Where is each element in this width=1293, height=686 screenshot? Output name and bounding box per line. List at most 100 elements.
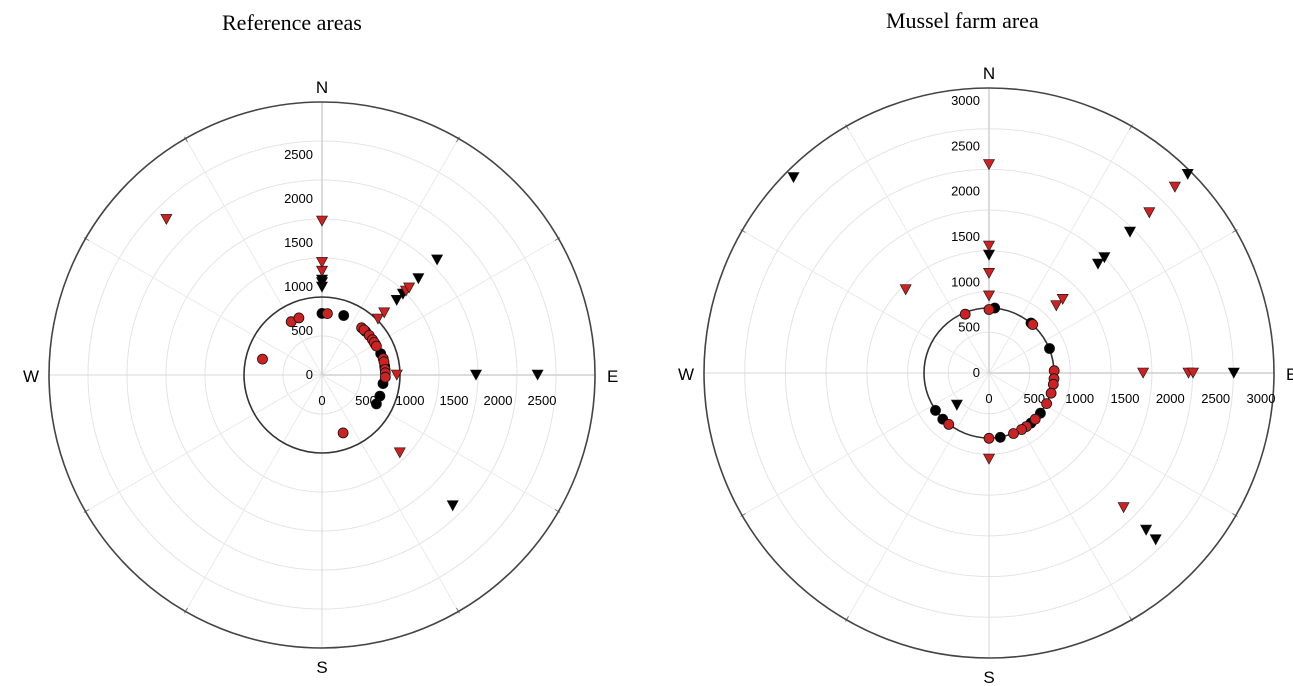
- ref-point-circle: [293, 312, 305, 324]
- farm-tick-label-n: 3000: [951, 93, 980, 108]
- ref-tick-label-e: 1000: [396, 393, 425, 408]
- farm-outer-tick: [1232, 513, 1238, 517]
- ref-outer-tick: [83, 237, 90, 241]
- ref-point-circle: [257, 353, 268, 365]
- farm-tick-label-n: 2000: [951, 184, 980, 199]
- ref-point-triangle: [412, 273, 425, 285]
- farm-grid-spoke: [846, 125, 990, 374]
- farm-tick-label-n: 1500: [951, 229, 980, 244]
- farm-outer-tick: [1129, 616, 1133, 622]
- ref-tick-label-n: 0: [306, 367, 313, 382]
- farm-point-circle: [994, 431, 1006, 443]
- ref-tick-label-e: 1500: [440, 393, 469, 408]
- farm-outer-tick: [845, 124, 849, 130]
- farm-point-circle: [1008, 428, 1019, 439]
- ref-grid-spoke: [321, 374, 559, 512]
- farm-point-triangle: [1137, 367, 1150, 379]
- farm-point-triangle: [982, 240, 996, 252]
- chart-title-mussel-farm: Mussel farm area: [886, 8, 1039, 33]
- farm-grid-spoke: [741, 372, 990, 516]
- farm-point-circle: [930, 404, 941, 416]
- ref-grid-spoke: [185, 138, 323, 376]
- ref-reference-circle: [243, 296, 401, 454]
- ref-outer-tick: [83, 509, 90, 513]
- farm-point-triangle: [950, 399, 963, 411]
- ref-tick-label-e: 2000: [484, 393, 513, 408]
- ref-tick-label-e: 0: [318, 393, 325, 408]
- ref-point-circle: [370, 340, 382, 352]
- ref-grid-spoke: [85, 374, 323, 512]
- farm-point-triangle: [1143, 207, 1156, 219]
- farm-point-circle: [1045, 387, 1057, 399]
- farm-grid-spoke: [988, 230, 1237, 374]
- ref-tick-label-n: 2000: [284, 191, 313, 206]
- ref-point-triangle: [315, 215, 329, 227]
- farm-point-triangle: [1181, 169, 1194, 180]
- ref-point-triangle: [446, 500, 459, 512]
- ref-tick-label-n: 1500: [284, 235, 313, 250]
- farm-point-triangle: [1056, 293, 1069, 305]
- ref-outer-tick: [184, 607, 188, 614]
- farm-point-circle: [943, 418, 955, 430]
- farm-point-triangle: [982, 159, 996, 171]
- ref-point-triangle: [378, 307, 391, 319]
- farm-outer-tick: [1129, 124, 1133, 130]
- farm-point-triangle: [1091, 258, 1105, 270]
- farm-point-triangle: [1227, 367, 1240, 379]
- farm-tick-label-e: 500: [1023, 391, 1045, 406]
- ref-direction-label: S: [316, 658, 327, 677]
- ref-direction-label: N: [316, 78, 328, 97]
- farm-outer-tick: [740, 229, 746, 233]
- farm-grid-spoke: [988, 372, 1237, 516]
- farm-point-circle: [1044, 343, 1055, 354]
- farm-direction-label: N: [983, 64, 995, 83]
- ref-tick-label-n: 1000: [284, 279, 313, 294]
- farm-tick-label-e: 1000: [1065, 391, 1094, 406]
- farm-point-circle: [983, 432, 995, 444]
- farm-point-circle: [983, 304, 995, 315]
- ref-point-triangle: [531, 369, 544, 381]
- farm-tick-label-n: 0: [973, 365, 980, 380]
- ref-outer-circle: [48, 101, 596, 649]
- ref-point-triangle: [390, 369, 403, 381]
- ref-direction-label: E: [607, 367, 618, 386]
- ref-point-triangle: [431, 254, 444, 266]
- ref-point-triangle: [469, 369, 483, 381]
- ref-grid-spoke: [185, 374, 323, 612]
- farm-point-triangle: [1117, 502, 1130, 514]
- farm-point-triangle: [1186, 367, 1200, 379]
- farm-point-triangle: [1149, 534, 1162, 546]
- farm-outer-tick: [740, 513, 746, 517]
- ref-point-circle: [379, 371, 391, 383]
- ref-point-triangle: [160, 214, 173, 226]
- ref-point-circle: [338, 310, 350, 321]
- ref-outer-tick: [184, 136, 188, 143]
- ref-point-circle: [337, 427, 349, 439]
- farm-point-triangle: [982, 267, 996, 279]
- farm-grid-spoke: [988, 372, 1132, 621]
- farm-grid-spoke: [846, 372, 990, 621]
- farm-tick-label-e: 2000: [1156, 391, 1185, 406]
- ref-point-triangle: [390, 294, 403, 306]
- ref-outer-tick: [554, 237, 561, 241]
- farm-point-circle: [1027, 319, 1039, 330]
- farm-point-triangle: [1168, 181, 1181, 193]
- farm-point-circle: [1041, 398, 1052, 410]
- ref-tick-label-n: 500: [291, 323, 313, 338]
- farm-point-circle: [1047, 378, 1059, 390]
- ref-point-triangle: [315, 257, 329, 269]
- farm-point-triangle: [899, 284, 912, 296]
- ref-point-triangle: [403, 282, 416, 294]
- ref-point-triangle: [393, 447, 406, 459]
- ref-outer-tick: [456, 607, 460, 614]
- ref-grid-spoke: [321, 138, 459, 376]
- ref-grid-spoke: [85, 238, 323, 376]
- ref-point-circle: [370, 398, 382, 410]
- farm-tick-label-e: 2500: [1201, 391, 1230, 406]
- ref-grid-spoke: [321, 238, 559, 376]
- ref-direction-label: W: [23, 367, 39, 386]
- farm-grid-spoke: [988, 125, 1132, 374]
- farm-direction-label: W: [678, 365, 694, 384]
- farm-tick-label-e: 0: [985, 391, 992, 406]
- farm-tick-label-n: 500: [958, 320, 980, 335]
